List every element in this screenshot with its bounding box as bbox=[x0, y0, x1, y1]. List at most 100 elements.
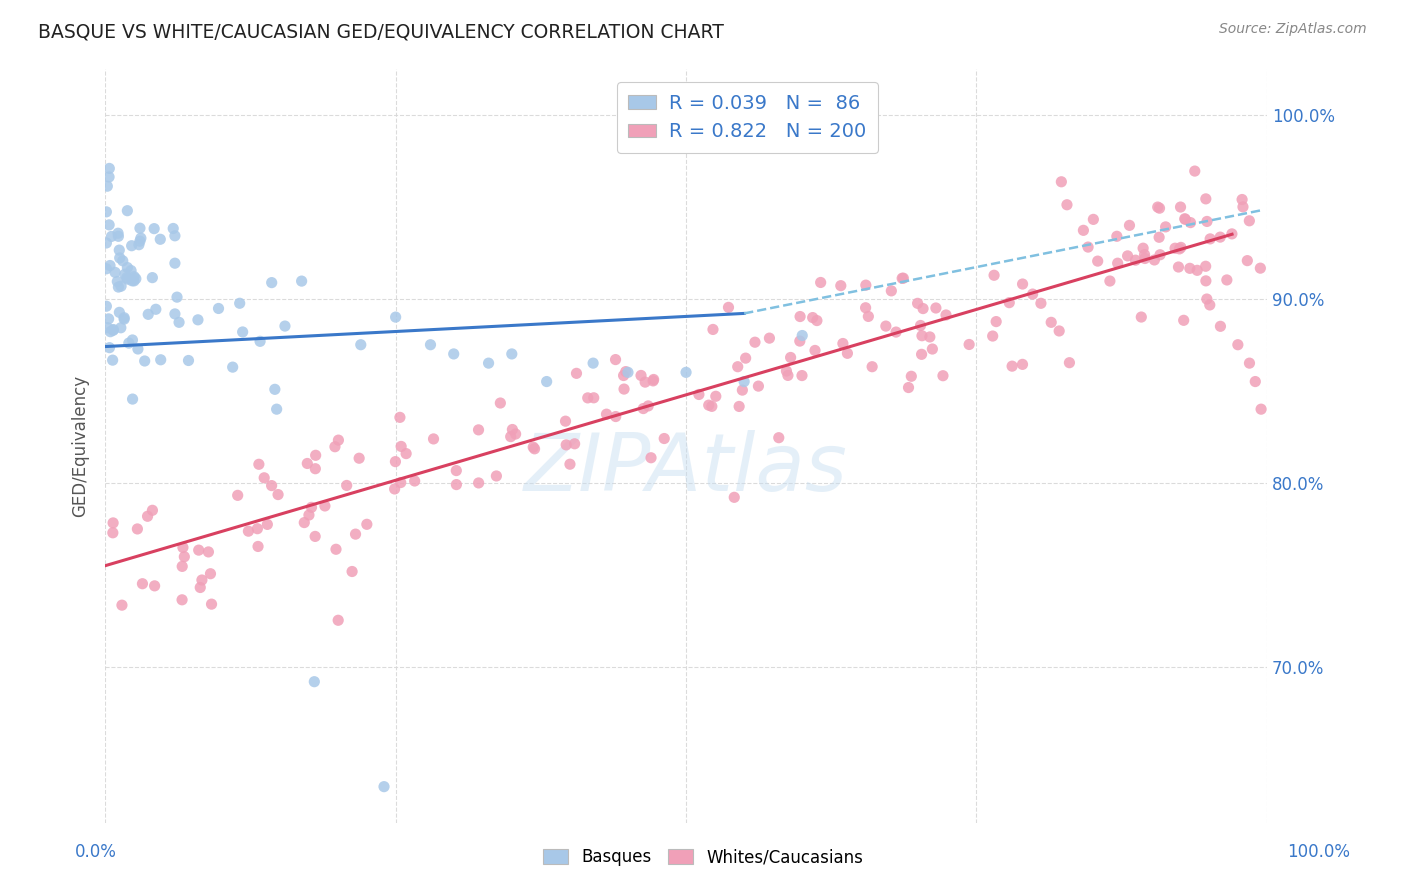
Point bbox=[356, 517, 378, 532]
Point bbox=[723, 491, 745, 505]
Point bbox=[554, 414, 576, 428]
Point bbox=[100, 229, 122, 244]
Point bbox=[1029, 296, 1052, 310]
Point bbox=[384, 482, 406, 496]
Point bbox=[163, 256, 186, 270]
Point bbox=[921, 342, 943, 356]
Point bbox=[1249, 261, 1271, 276]
Point bbox=[149, 352, 172, 367]
Point bbox=[105, 275, 128, 289]
Point bbox=[485, 469, 508, 483]
Point bbox=[112, 312, 135, 326]
Point bbox=[263, 382, 285, 396]
Point bbox=[134, 354, 156, 368]
Point bbox=[304, 461, 326, 475]
Text: BASQUE VS WHITE/CAUCASIAN GED/EQUIVALENCY CORRELATION CHART: BASQUE VS WHITE/CAUCASIAN GED/EQUIVALENC… bbox=[38, 22, 724, 41]
Point bbox=[226, 488, 249, 502]
Point bbox=[1170, 240, 1192, 254]
Point bbox=[115, 270, 138, 285]
Point bbox=[121, 238, 143, 252]
Point bbox=[96, 299, 118, 313]
Point bbox=[810, 276, 832, 290]
Point bbox=[395, 447, 418, 461]
Point bbox=[443, 347, 465, 361]
Point bbox=[1056, 198, 1078, 212]
Point bbox=[1232, 200, 1254, 214]
Point bbox=[1040, 315, 1063, 329]
Point bbox=[129, 221, 152, 235]
Point bbox=[129, 231, 152, 245]
Point bbox=[325, 542, 347, 557]
Point bbox=[688, 387, 710, 401]
Point bbox=[983, 268, 1005, 283]
Point bbox=[120, 263, 142, 277]
Text: ZIPAtlas: ZIPAtlas bbox=[524, 430, 848, 508]
Point bbox=[986, 315, 1008, 329]
Point bbox=[477, 356, 499, 370]
Point bbox=[246, 522, 269, 536]
Point bbox=[643, 372, 665, 386]
Point bbox=[582, 356, 605, 370]
Point bbox=[112, 310, 135, 325]
Point bbox=[98, 169, 121, 184]
Point bbox=[1198, 298, 1220, 312]
Point bbox=[998, 295, 1021, 310]
Point bbox=[957, 337, 980, 351]
Point bbox=[389, 475, 412, 490]
Point bbox=[1098, 274, 1121, 288]
Y-axis label: GED/Equivalency: GED/Equivalency bbox=[72, 375, 89, 517]
Point bbox=[613, 368, 636, 383]
Point bbox=[614, 365, 637, 379]
Point bbox=[536, 375, 558, 389]
Point bbox=[166, 290, 188, 304]
Point bbox=[1133, 247, 1156, 261]
Point bbox=[875, 319, 897, 334]
Point bbox=[323, 440, 346, 454]
Point bbox=[595, 407, 617, 421]
Point bbox=[127, 522, 149, 536]
Point bbox=[388, 410, 411, 425]
Point bbox=[728, 400, 751, 414]
Point bbox=[446, 464, 468, 478]
Point bbox=[96, 204, 118, 219]
Point bbox=[101, 323, 124, 337]
Point bbox=[790, 368, 813, 383]
Point bbox=[1130, 310, 1153, 324]
Point bbox=[114, 267, 136, 281]
Point bbox=[605, 352, 627, 367]
Point bbox=[1105, 229, 1128, 244]
Point bbox=[100, 325, 122, 339]
Point bbox=[260, 276, 283, 290]
Point bbox=[1178, 261, 1201, 276]
Point bbox=[912, 301, 935, 316]
Point bbox=[98, 341, 121, 355]
Point bbox=[260, 478, 283, 492]
Point bbox=[117, 272, 139, 286]
Point bbox=[900, 369, 922, 384]
Point bbox=[499, 430, 522, 444]
Point bbox=[932, 368, 955, 383]
Point bbox=[328, 613, 350, 627]
Point bbox=[1147, 230, 1170, 244]
Legend: Basques, Whites/Caucasians: Basques, Whites/Caucasians bbox=[536, 842, 870, 873]
Point bbox=[1239, 214, 1261, 228]
Point bbox=[1216, 273, 1239, 287]
Point bbox=[1195, 292, 1218, 306]
Point bbox=[734, 351, 756, 365]
Point bbox=[1209, 230, 1232, 244]
Point bbox=[564, 437, 586, 451]
Point bbox=[127, 342, 149, 356]
Point bbox=[1230, 193, 1253, 207]
Point bbox=[1195, 192, 1218, 206]
Point bbox=[228, 296, 250, 310]
Point bbox=[143, 221, 166, 235]
Point bbox=[925, 301, 948, 315]
Point bbox=[274, 319, 297, 334]
Point bbox=[200, 597, 222, 611]
Point bbox=[831, 336, 853, 351]
Point bbox=[247, 540, 270, 554]
Point bbox=[1195, 259, 1218, 273]
Point bbox=[291, 274, 314, 288]
Point bbox=[1164, 241, 1187, 255]
Point bbox=[1143, 252, 1166, 267]
